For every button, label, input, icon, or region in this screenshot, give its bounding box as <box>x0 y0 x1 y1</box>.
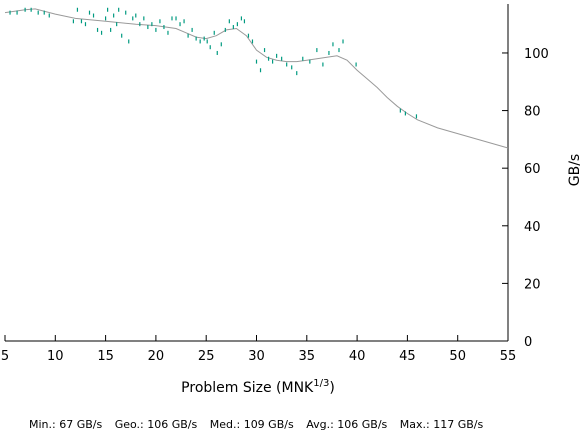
x-tick-label: 20 <box>148 349 165 364</box>
y-tick-label: 100 <box>524 47 549 62</box>
stat-max: Max.: 117 GB/s <box>399 418 484 431</box>
y-axis-title: GB/s <box>567 154 580 186</box>
y-tick-label: 40 <box>524 220 541 235</box>
y-tick-label: 20 <box>524 277 541 292</box>
x-tick-label: 25 <box>198 349 215 364</box>
axes <box>4 4 509 342</box>
y-tick-label: 60 <box>524 162 541 177</box>
x-tick-label: 35 <box>299 349 316 364</box>
stat-average: Avg.: 106 GB/s <box>306 418 388 431</box>
y-tick-label: 80 <box>524 105 541 120</box>
stat-geo: Geo.: 106 GB/s <box>114 418 198 431</box>
x-axis-title: Problem Size (MNK1/3) <box>181 378 335 396</box>
x-tick-label: 50 <box>449 349 466 364</box>
x-tick-label: 55 <box>500 349 517 364</box>
x-tick-label: 45 <box>399 349 416 364</box>
x-tick-label: 15 <box>97 349 114 364</box>
y-tick-label: 0 <box>524 335 532 350</box>
fit-curve-line <box>4 8 509 149</box>
fit-curve <box>4 8 509 149</box>
stat-min: Min.: 67 GB/s <box>29 418 103 431</box>
x-tick-label: 5 <box>1 349 9 364</box>
stat-median: Med.: 109 GB/s <box>209 418 294 431</box>
summary-stats: Min.: 67 GB/s Geo.: 106 GB/s Med.: 109 G… <box>0 418 580 431</box>
x-tick-label: 10 <box>47 349 64 364</box>
x-tick-label: 40 <box>349 349 366 364</box>
tick-labels: 5 10 15 20 25 30 35 40 45 50 55 0 20 40 60 80 100 <box>1 47 549 364</box>
data-points <box>9 7 418 119</box>
x-tick-label: 30 <box>248 349 265 364</box>
